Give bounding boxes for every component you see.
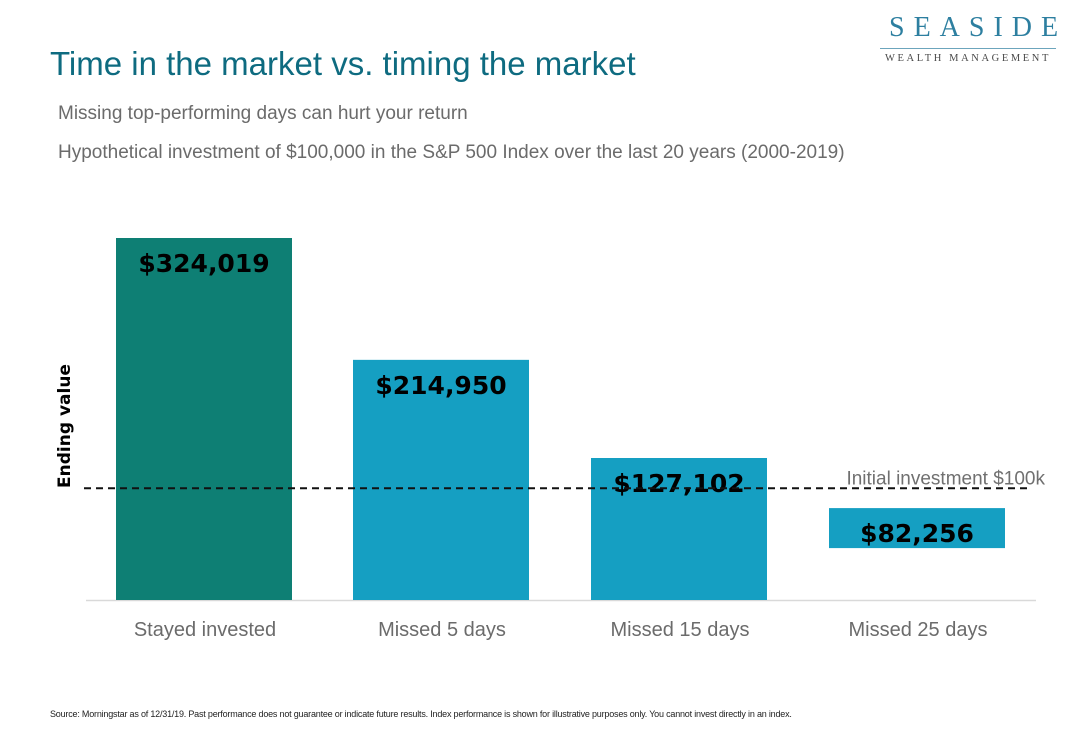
x-tick-label-2: Missed 5 days <box>378 619 506 641</box>
source-footnote: Source: Morningstar as of 12/31/19. Past… <box>50 709 792 719</box>
y-axis-label: Ending value <box>55 364 75 488</box>
bar-value-label-3: $127,102 <box>613 469 744 498</box>
bar-4 <box>829 508 1005 549</box>
brand-name: SEASIDE <box>889 12 1068 43</box>
brand-divider <box>880 48 1056 49</box>
x-tick-label-3: Missed 15 days <box>611 619 750 641</box>
chart-description: Hypothetical investment of $100,000 in t… <box>58 142 845 163</box>
bar-3 <box>591 457 767 600</box>
bar-value-label-1: $324,019 <box>138 249 269 278</box>
x-tick-label-1: Stayed invested <box>134 619 276 641</box>
brand-logo: SEASIDE WEALTH MANAGEMENT <box>880 12 1068 65</box>
brand-tagline: WEALTH MANAGEMENT <box>884 53 1051 64</box>
page-subtitle: Missing top-performing days can hurt you… <box>58 103 468 124</box>
bar-1 <box>116 238 292 600</box>
bar-value-label-2: $214,950 <box>375 371 506 400</box>
page-title: Time in the market vs. timing the market <box>50 45 636 82</box>
reference-line-label: Initial investment $100k <box>846 468 1045 489</box>
bar-2 <box>353 359 529 600</box>
bar-value-label-4: $82,256 <box>860 519 974 548</box>
x-tick-label-4: Missed 25 days <box>849 619 988 641</box>
